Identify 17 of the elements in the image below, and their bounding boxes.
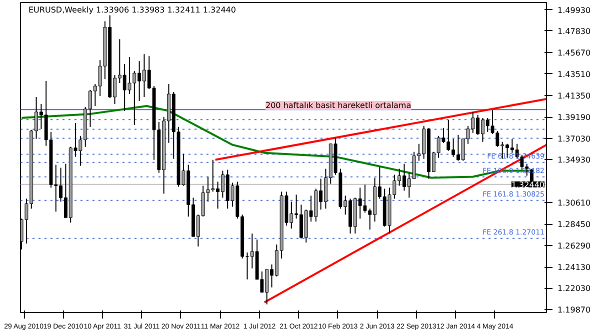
y-tick-label: 1.34930 [558,155,591,164]
y-tick-label: 1.41350 [558,92,591,100]
y-tick-label: 1.30610 [558,198,591,208]
ref-line-label: 1.32440 [511,180,545,190]
y-tick-label: 1.49930 [558,6,591,15]
y-tick-label: 1.28450 [558,220,591,230]
y-tick-label: 1.47830 [558,26,591,36]
y-tick-label: 1.26290 [558,242,591,251]
y-tick-label: 1.37030 [558,134,591,144]
chart-title: EURUSD,Weekly 1.33906 1.33983 1.32411 1.32440 [28,6,236,14]
y-tick-label: 1.19870 [558,306,591,315]
y-tick-label: 1.45670 [558,48,591,58]
annotation: 200 haftalık basit hareketli ortalama [266,101,412,110]
y-tick-label: 1.24130 [558,263,591,272]
y-tick-label: 1.22030 [558,284,591,294]
y-tick-label: 1.39190 [558,113,591,122]
y-tick-label: 1.43510 [558,70,591,79]
